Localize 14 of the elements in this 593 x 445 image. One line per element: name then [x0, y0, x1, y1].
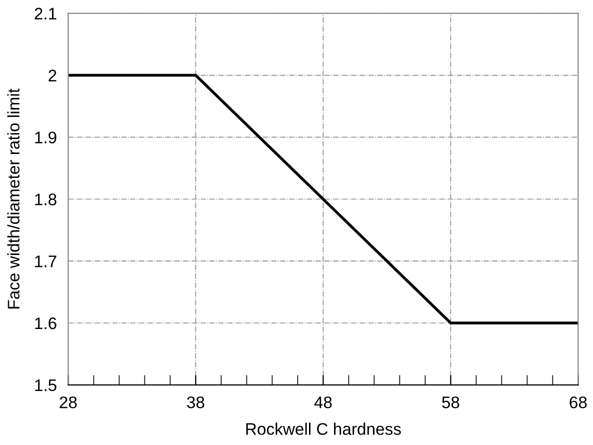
y-tick-label: 1.5: [35, 380, 56, 392]
y-tick-label: 1.8: [35, 194, 56, 206]
x-tick-label: 28: [60, 396, 77, 408]
x-tick-label: 68: [570, 396, 587, 408]
y-tick-label: 2: [48, 70, 56, 82]
y-tick-label: 2.1: [34, 8, 56, 20]
y-tick-label: 1.7: [35, 256, 56, 268]
y-tick-label: 1.9: [35, 132, 56, 144]
x-axis-title: Rockwell C hardness: [246, 422, 401, 435]
x-tick-label: 48: [314, 396, 332, 408]
y-axis-title: Face width/diameter ratio limit: [7, 88, 20, 308]
x-tick-label: 38: [187, 396, 204, 408]
x-tick-label: 58: [442, 396, 460, 408]
y-tick-label: 1.6: [35, 317, 56, 330]
